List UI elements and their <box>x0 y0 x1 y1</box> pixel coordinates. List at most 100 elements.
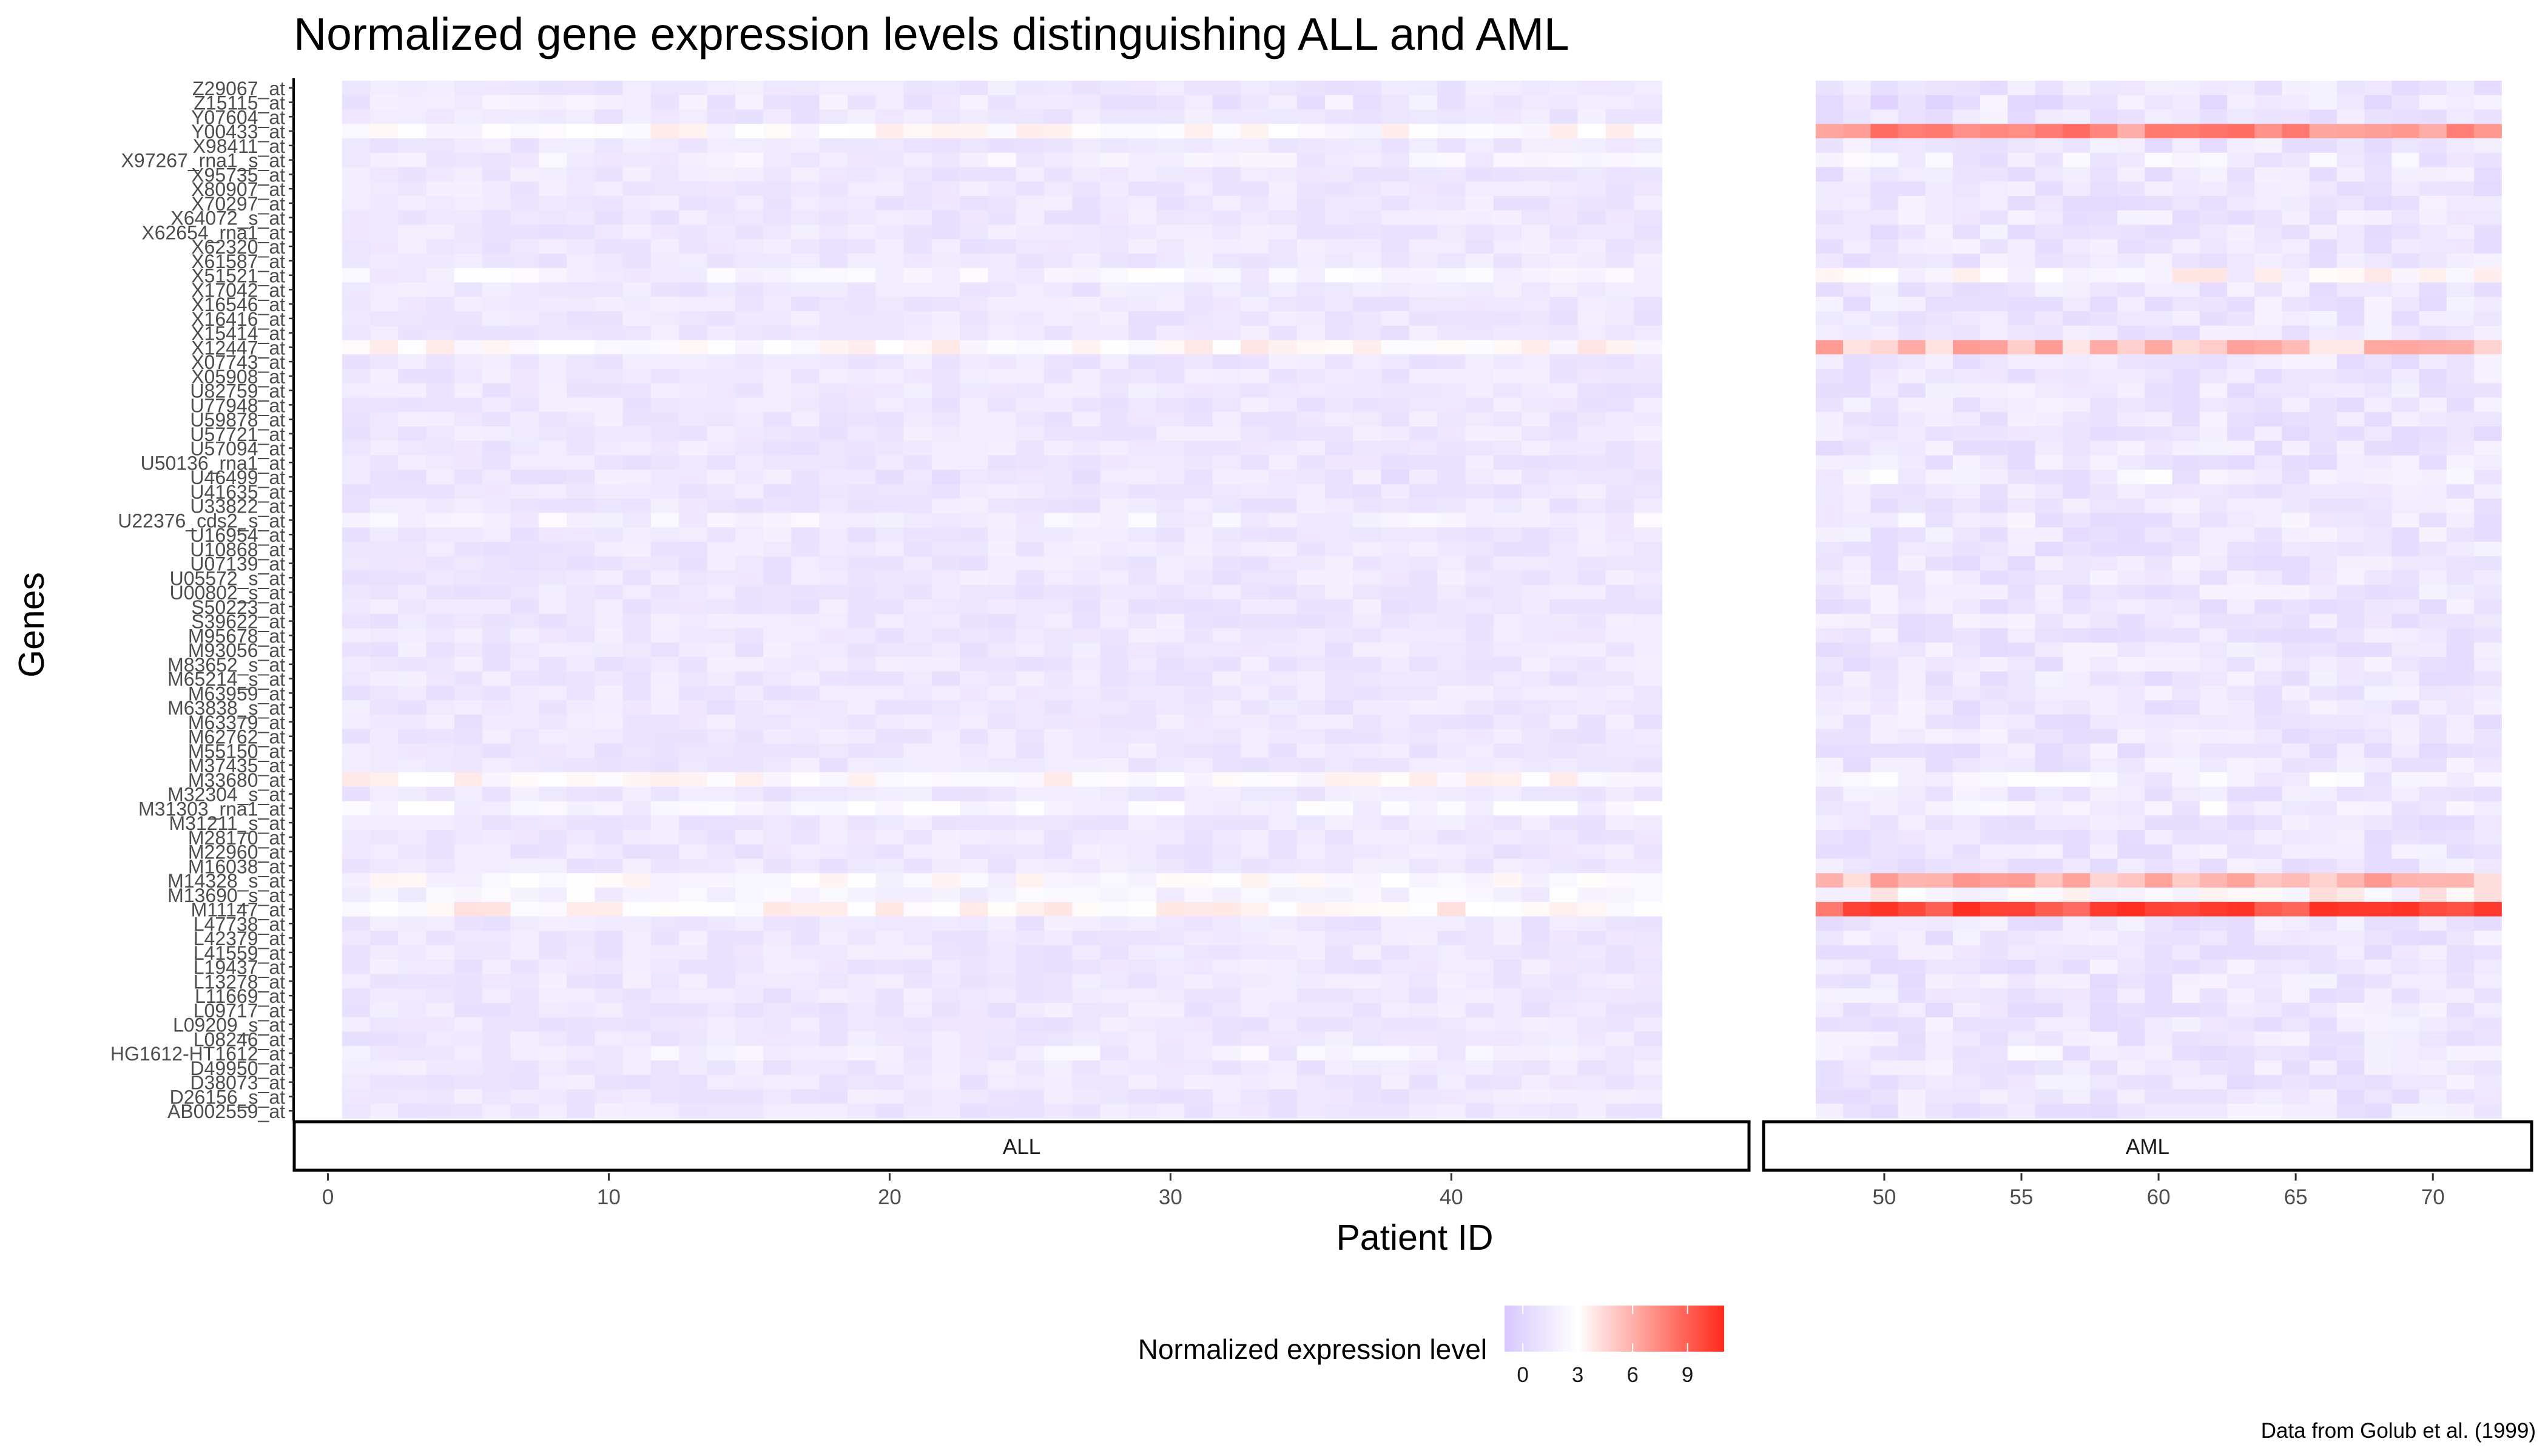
heatmap-cell <box>1493 297 1522 312</box>
heatmap-cell <box>1898 556 1926 571</box>
heatmap-cell <box>510 902 539 917</box>
heatmap-cell <box>1072 642 1101 658</box>
heatmap-cell <box>567 902 595 917</box>
heatmap-cell <box>988 455 1017 470</box>
heatmap-cell <box>1212 354 1241 369</box>
heatmap-cell <box>567 858 595 874</box>
heatmap-cell <box>567 743 595 758</box>
heatmap-cell <box>622 138 652 153</box>
heatmap-cell <box>538 196 567 211</box>
heatmap-cell <box>2227 686 2255 701</box>
heatmap-cell <box>1898 224 1926 240</box>
heatmap-cell <box>1016 196 1045 211</box>
heatmap-cell <box>1577 1074 1606 1090</box>
heatmap-cell <box>1870 426 1899 442</box>
heatmap-cell <box>650 585 679 600</box>
heatmap-cell <box>454 657 483 672</box>
heatmap-cell <box>2199 383 2228 399</box>
heatmap-cell <box>369 931 399 946</box>
heatmap-cell <box>342 254 371 269</box>
heatmap-cell <box>622 1003 652 1018</box>
heatmap-cell <box>2145 585 2173 600</box>
heatmap-cell <box>1212 815 1241 831</box>
heatmap-cell <box>2282 124 2310 139</box>
heatmap-cell <box>931 311 960 326</box>
heatmap-cell <box>567 988 595 1003</box>
heatmap-cell <box>819 470 848 485</box>
heatmap-cell <box>763 916 792 931</box>
heatmap-cell <box>1212 311 1241 326</box>
heatmap-cell <box>510 642 539 658</box>
heatmap-cell <box>960 599 989 615</box>
heatmap-cell <box>369 181 399 197</box>
heatmap-cell <box>791 224 820 240</box>
heatmap-cell <box>1437 1074 1466 1090</box>
heatmap-cell <box>482 729 511 744</box>
heatmap-cell <box>1437 671 1466 687</box>
heatmap-cell <box>931 95 960 110</box>
heatmap-cell <box>1843 1017 1871 1033</box>
heatmap-cell <box>2309 1031 2337 1046</box>
heatmap-cell <box>763 1060 792 1076</box>
heatmap-cell <box>1353 224 1382 240</box>
heatmap-cell <box>622 397 652 413</box>
heatmap-cell <box>538 268 567 283</box>
heatmap-cell <box>1381 81 1410 96</box>
heatmap-cell <box>1522 628 1550 643</box>
heatmap-cell <box>342 945 371 960</box>
heatmap-cell <box>819 210 848 226</box>
heatmap-cell <box>1634 152 1663 168</box>
heatmap-cell <box>1156 167 1185 182</box>
heatmap-cell <box>1324 1017 1353 1033</box>
heatmap-cell <box>369 470 399 485</box>
heatmap-cell <box>1952 484 1981 499</box>
heatmap-cell <box>1324 455 1353 470</box>
heatmap-cell <box>819 1017 848 1033</box>
heatmap-cell <box>1156 657 1185 672</box>
heatmap-cell <box>1870 527 1899 542</box>
heatmap-cell <box>988 700 1017 715</box>
heatmap-cell <box>2090 81 2118 96</box>
heatmap-cell <box>567 729 595 744</box>
heatmap-cell <box>482 124 511 139</box>
heatmap-cell <box>735 729 764 744</box>
heatmap-cell <box>1925 138 1953 153</box>
heatmap-cell <box>622 268 652 283</box>
heatmap-cell <box>1634 959 1663 975</box>
heatmap-cell <box>1577 527 1606 542</box>
heatmap-cell <box>567 426 595 442</box>
heatmap-cell <box>2117 613 2146 629</box>
heatmap-cell <box>1324 801 1353 816</box>
heatmap-cell <box>1184 484 1213 499</box>
heatmap-cell <box>679 988 708 1003</box>
heatmap-cell <box>903 585 932 600</box>
heatmap-cell <box>1128 1060 1157 1076</box>
heatmap-cell <box>567 181 595 197</box>
heatmap-cell <box>369 527 399 542</box>
heatmap-cell <box>1212 613 1241 629</box>
heatmap-cell <box>454 671 483 687</box>
heatmap-cell <box>1980 772 2008 787</box>
heatmap-cell <box>1353 801 1382 816</box>
heatmap-cell <box>482 801 511 816</box>
heatmap-cell <box>735 513 764 528</box>
heatmap-cell <box>1016 397 1045 413</box>
heatmap-cell <box>650 916 679 931</box>
heatmap-cell <box>2227 282 2255 297</box>
heatmap-cell <box>1072 758 1101 773</box>
heatmap-cell <box>1605 916 1634 931</box>
heatmap-cell <box>847 888 876 903</box>
heatmap-cell <box>2254 397 2283 413</box>
heatmap-cell <box>1381 440 1410 456</box>
heatmap-cell <box>1016 1031 1045 1046</box>
heatmap-cell <box>791 354 820 369</box>
heatmap-cell <box>1269 1046 1298 1061</box>
heatmap-cell <box>650 383 679 399</box>
heatmap-cell <box>1870 498 1899 514</box>
heatmap-cell <box>1128 686 1157 701</box>
heatmap-cell <box>791 383 820 399</box>
heatmap-cell <box>875 340 905 355</box>
heatmap-cell <box>1156 542 1185 557</box>
heatmap-cell <box>960 1003 989 1018</box>
heatmap-cell <box>595 325 624 341</box>
